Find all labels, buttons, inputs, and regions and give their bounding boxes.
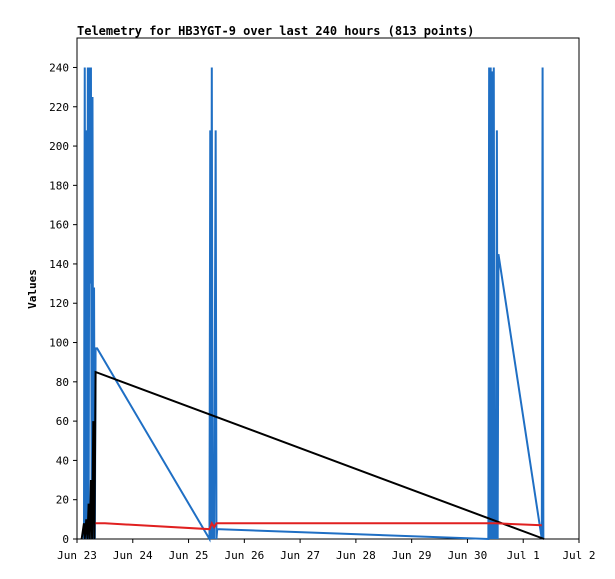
x-tick-label: Jun 24 <box>113 549 153 562</box>
y-tick-label: 60 <box>56 415 69 428</box>
y-tick-label: 240 <box>49 61 69 74</box>
y-axis-ticks: 0 20 40 60 80 100 120 140 160 180 200 220 240 <box>49 61 77 546</box>
y-tick-label: 180 <box>49 179 69 192</box>
x-tick-label: Jun 29 <box>392 549 432 562</box>
x-tick-label: Jun 28 <box>336 549 376 562</box>
series-line-3 <box>95 521 542 531</box>
y-tick-label: 140 <box>49 258 69 271</box>
y-tick-label: 120 <box>49 297 69 310</box>
x-tick-label: Jun 26 <box>224 549 264 562</box>
x-tick-label: Jun 25 <box>169 549 209 562</box>
series-line-2 <box>80 370 545 540</box>
y-tick-label: 220 <box>49 101 69 114</box>
y-tick-label: 200 <box>49 140 69 153</box>
series-line-1 <box>82 67 545 543</box>
y-tick-label: 160 <box>49 219 69 232</box>
y-tick-label: 80 <box>56 376 69 389</box>
x-tick-label: Jul 1 <box>507 549 540 562</box>
series-layer <box>80 67 545 543</box>
x-tick-label: Jun 23 <box>57 549 97 562</box>
y-tick-label: 0 <box>62 533 69 546</box>
y-tick-label: 20 <box>56 494 69 507</box>
x-tick-label: Jul 2 <box>562 549 595 562</box>
x-axis-ticks: Jun 23 Jun 24 Jun 25 Jun 26 Jun 27 Jun 28 Jun … <box>57 539 596 562</box>
y-tick-label: 100 <box>49 337 69 350</box>
x-tick-label: Jun 30 <box>448 549 488 562</box>
chart-title: Telemetry for HB3YGT-9 over last 240 hou… <box>77 24 474 38</box>
y-tick-label: 40 <box>56 454 69 467</box>
y-axis-label: Values <box>26 269 39 309</box>
x-tick-label: Jun 27 <box>280 549 320 562</box>
